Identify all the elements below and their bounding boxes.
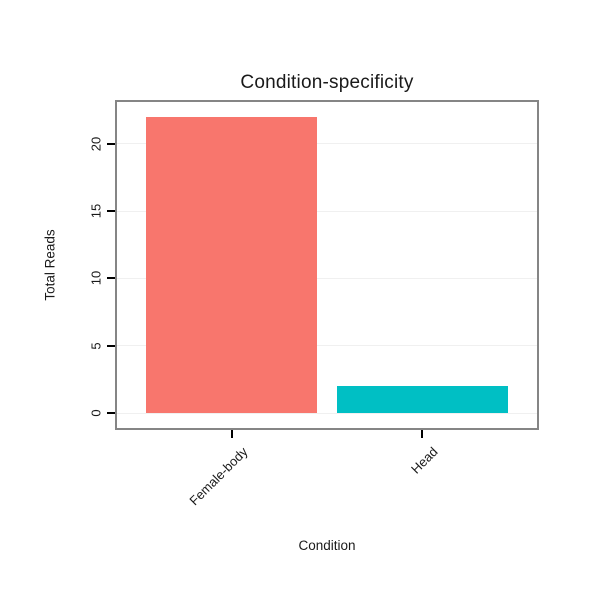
y-tick-label-20: 20 — [88, 136, 104, 151]
y-tick-label-10: 10 — [88, 271, 104, 286]
x-axis-label: Condition — [298, 538, 356, 553]
y-tick-20 — [107, 142, 115, 145]
y-tick-15 — [107, 210, 115, 213]
x-tick-0 — [230, 430, 233, 438]
plot-panel — [115, 100, 539, 430]
chart-title: Condition-specificity — [240, 72, 414, 93]
x-tick-1 — [421, 430, 424, 438]
gridline-y-5 — [117, 345, 537, 347]
y-tick-0 — [107, 412, 115, 415]
y-tick-label-0: 0 — [88, 409, 104, 417]
x-tick-label-0: Female-body — [185, 444, 251, 509]
bar-head — [336, 386, 509, 414]
y-tick-10 — [107, 277, 115, 280]
bar-female-body — [145, 116, 318, 414]
gridline-y-20 — [117, 143, 537, 145]
y-tick-5 — [107, 344, 115, 347]
x-tick-label-1: Head — [408, 444, 442, 477]
gridline-y-0 — [117, 412, 537, 414]
gridline-y-15 — [117, 210, 537, 212]
y-axis-label: Total Reads — [42, 229, 58, 301]
gridline-y-10 — [117, 277, 537, 279]
y-tick-label-15: 15 — [88, 203, 104, 219]
y-tick-label-5: 5 — [88, 342, 104, 350]
